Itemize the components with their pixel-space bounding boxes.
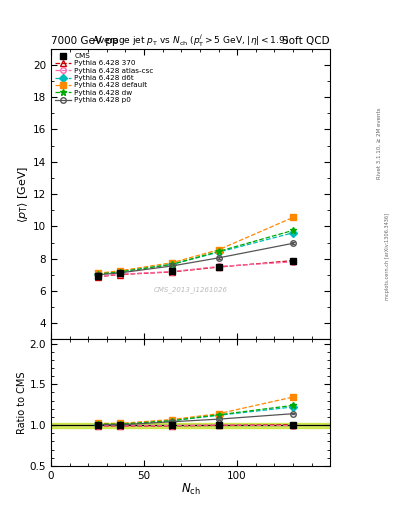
Pythia 6.428 370 bbox=[216, 264, 221, 270]
Line: Pythia 6.428 d6t: Pythia 6.428 d6t bbox=[95, 230, 296, 277]
CMS bbox=[95, 272, 100, 279]
Line: Pythia 6.428 default: Pythia 6.428 default bbox=[95, 215, 296, 276]
Text: 7000 GeV pp: 7000 GeV pp bbox=[51, 36, 119, 46]
Pythia 6.428 dw bbox=[118, 269, 122, 275]
Pythia 6.428 p0 bbox=[118, 270, 122, 276]
Pythia 6.428 p0 bbox=[95, 272, 100, 278]
Line: Pythia 6.428 atlas-csc: Pythia 6.428 atlas-csc bbox=[95, 259, 296, 279]
Pythia 6.428 atlas-csc bbox=[95, 273, 100, 280]
Text: CMS_2013_I1261026: CMS_2013_I1261026 bbox=[154, 287, 228, 293]
Pythia 6.428 default bbox=[216, 247, 221, 253]
Pythia 6.428 atlas-csc bbox=[216, 263, 221, 269]
Pythia 6.428 dw bbox=[95, 271, 100, 277]
CMS bbox=[118, 270, 122, 276]
Pythia 6.428 p0 bbox=[170, 263, 174, 269]
Pythia 6.428 default bbox=[170, 260, 174, 266]
Line: CMS: CMS bbox=[94, 258, 296, 279]
Text: Soft QCD: Soft QCD bbox=[283, 36, 330, 46]
Bar bbox=[51, 423, 330, 428]
Y-axis label: $\langle p_{\rm T}\rangle$ [GeV]: $\langle p_{\rm T}\rangle$ [GeV] bbox=[16, 165, 30, 223]
Pythia 6.428 370 bbox=[170, 269, 174, 275]
X-axis label: $N_{\rm ch}$: $N_{\rm ch}$ bbox=[181, 482, 200, 497]
Pythia 6.428 d6t bbox=[216, 249, 221, 255]
Pythia 6.428 dw bbox=[216, 248, 221, 254]
Pythia 6.428 d6t bbox=[118, 268, 122, 274]
Pythia 6.428 370 bbox=[95, 274, 100, 280]
Title: Average jet $p_{\rm T}$ vs $N_{\rm ch}$ ($p^{j}_{\rm T}>5$ GeV, $|\eta|<1.9$): Average jet $p_{\rm T}$ vs $N_{\rm ch}$ … bbox=[92, 32, 289, 49]
CMS bbox=[216, 264, 221, 270]
Line: Pythia 6.428 370: Pythia 6.428 370 bbox=[95, 258, 296, 280]
Text: mcplots.cern.ch [arXiv:1306.3436]: mcplots.cern.ch [arXiv:1306.3436] bbox=[385, 212, 389, 300]
Pythia 6.428 atlas-csc bbox=[118, 271, 122, 278]
Pythia 6.428 default bbox=[118, 268, 122, 274]
Pythia 6.428 atlas-csc bbox=[290, 259, 295, 265]
Pythia 6.428 atlas-csc bbox=[170, 268, 174, 274]
Pythia 6.428 d6t bbox=[95, 271, 100, 277]
CMS bbox=[290, 258, 295, 264]
CMS bbox=[170, 268, 174, 274]
Text: Rivet 3.1.10, ≥ 2M events: Rivet 3.1.10, ≥ 2M events bbox=[377, 108, 382, 179]
Pythia 6.428 d6t bbox=[290, 230, 295, 236]
Line: Pythia 6.428 p0: Pythia 6.428 p0 bbox=[95, 241, 296, 278]
Pythia 6.428 p0 bbox=[216, 255, 221, 261]
Y-axis label: Ratio to CMS: Ratio to CMS bbox=[17, 371, 27, 434]
Pythia 6.428 dw bbox=[290, 227, 295, 233]
Pythia 6.428 d6t bbox=[170, 261, 174, 267]
Pythia 6.428 default bbox=[95, 270, 100, 276]
Pythia 6.428 p0 bbox=[290, 240, 295, 246]
Pythia 6.428 dw bbox=[170, 261, 174, 267]
Pythia 6.428 370 bbox=[118, 271, 122, 278]
Pythia 6.428 default bbox=[290, 215, 295, 221]
Legend: CMS, Pythia 6.428 370, Pythia 6.428 atlas-csc, Pythia 6.428 d6t, Pythia 6.428 de: CMS, Pythia 6.428 370, Pythia 6.428 atla… bbox=[54, 52, 155, 104]
Pythia 6.428 370 bbox=[290, 258, 295, 264]
Line: Pythia 6.428 dw: Pythia 6.428 dw bbox=[94, 227, 296, 278]
